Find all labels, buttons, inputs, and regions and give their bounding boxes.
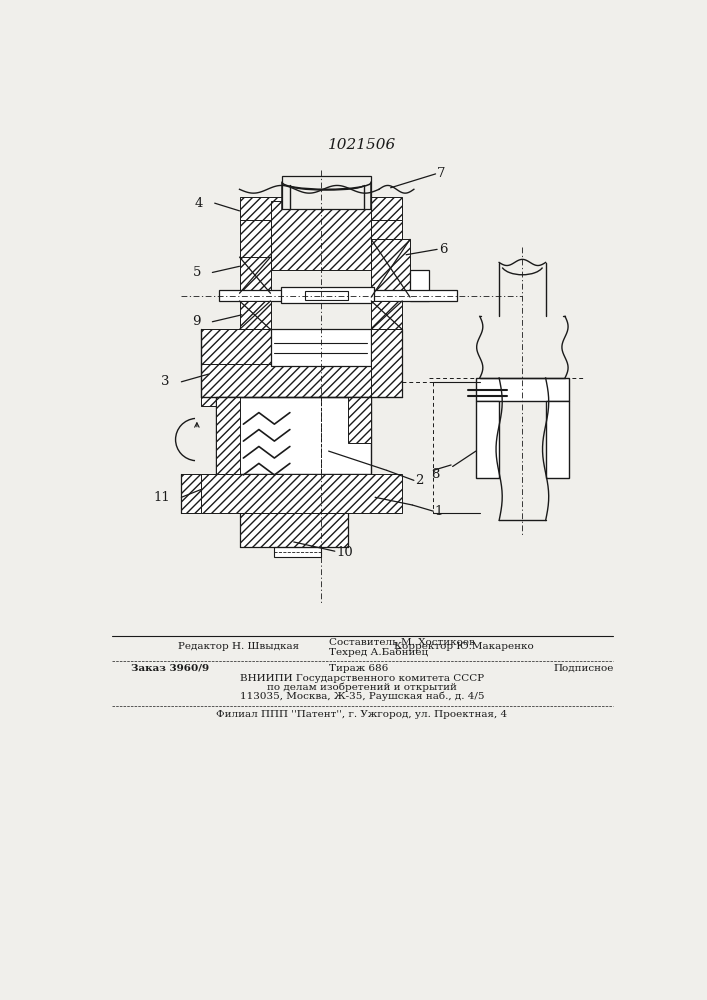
Text: 1021506: 1021506: [328, 138, 396, 152]
Text: Заказ 3960/9: Заказ 3960/9: [131, 664, 209, 673]
Text: 5: 5: [192, 266, 201, 279]
Bar: [201, 329, 402, 364]
Bar: [271, 329, 371, 366]
Bar: [216, 397, 240, 474]
Text: 1: 1: [435, 505, 443, 518]
Bar: [546, 401, 569, 478]
Bar: [274, 547, 321, 557]
Bar: [371, 239, 410, 297]
Text: 113035, Москва, Ж-35, Раушская наб., д. 4/5: 113035, Москва, Ж-35, Раушская наб., д. …: [240, 692, 484, 701]
Bar: [371, 220, 402, 297]
Text: 7: 7: [437, 167, 445, 180]
Text: 4: 4: [194, 197, 203, 210]
Bar: [240, 197, 402, 220]
Bar: [240, 513, 348, 547]
Text: Тираж 686: Тираж 686: [329, 664, 388, 673]
Text: Корректор Ю.Макаренко: Корректор Ю.Макаренко: [395, 642, 534, 651]
Bar: [348, 397, 371, 443]
Bar: [281, 287, 373, 303]
Bar: [218, 290, 457, 301]
Text: ВНИИПИ Государственного комитета СССР: ВНИИПИ Государственного комитета СССР: [240, 674, 484, 683]
Text: Подписное: Подписное: [554, 664, 614, 673]
Text: Редактор Н. Швыдкая: Редактор Н. Швыдкая: [177, 642, 298, 651]
Text: 8: 8: [431, 468, 440, 481]
Text: 10: 10: [337, 546, 353, 559]
Bar: [476, 378, 569, 401]
Bar: [305, 291, 348, 300]
Bar: [282, 176, 371, 209]
Bar: [476, 401, 499, 478]
Text: 2: 2: [416, 474, 423, 487]
Bar: [182, 474, 201, 513]
Text: 11: 11: [153, 491, 170, 504]
Bar: [240, 257, 271, 293]
Text: Составитель М. Хостикоев: Составитель М. Хостикоев: [329, 638, 474, 647]
Text: Филиал ППП ''Патент'', г. Ужгород, ул. Проектная, 4: Филиал ППП ''Патент'', г. Ужгород, ул. П…: [216, 710, 508, 719]
Bar: [410, 270, 429, 301]
Bar: [371, 301, 402, 329]
Text: 3: 3: [161, 375, 170, 388]
Bar: [201, 329, 240, 406]
Bar: [201, 364, 402, 397]
Bar: [240, 301, 271, 329]
Bar: [216, 397, 371, 474]
Bar: [240, 220, 271, 297]
Bar: [271, 201, 371, 270]
Text: по делам изобретений и открытий: по делам изобретений и открытий: [267, 683, 457, 692]
Text: 9: 9: [192, 315, 201, 328]
Text: Техред А.Бабниец: Техред А.Бабниец: [329, 647, 428, 657]
Bar: [371, 329, 402, 397]
Text: 6: 6: [438, 243, 447, 256]
Bar: [201, 474, 402, 513]
